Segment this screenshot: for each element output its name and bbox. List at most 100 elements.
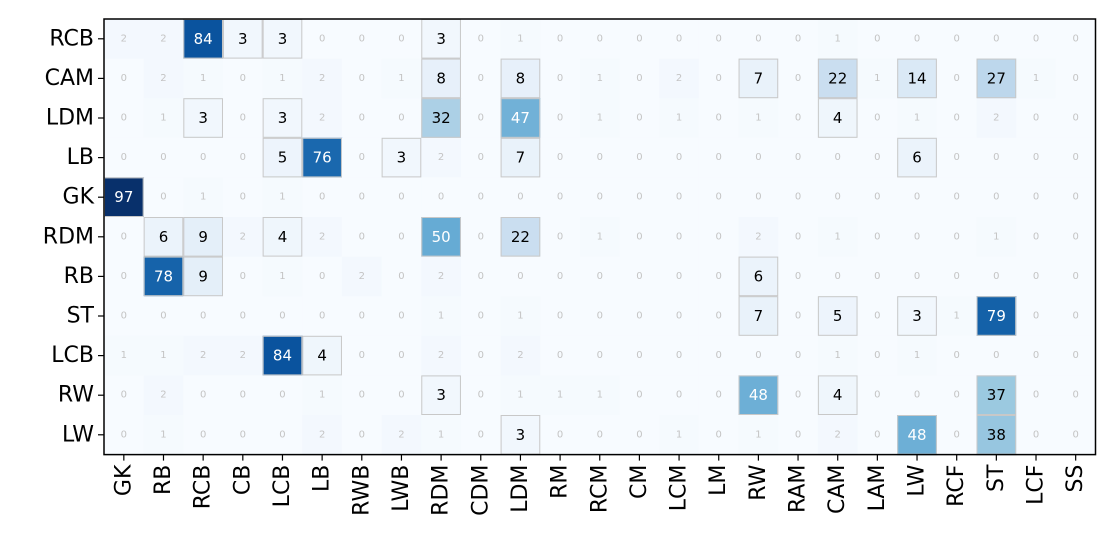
heatmap-cell (500, 98, 541, 139)
cell-value: 0 (716, 113, 722, 124)
cell-value: 0 (636, 231, 642, 242)
cell-value: 0 (478, 429, 484, 440)
highlight-box (143, 217, 184, 257)
heatmap-cell (976, 256, 1017, 297)
heatmap-cell (857, 177, 898, 218)
heatmap-cell (302, 296, 343, 337)
highlight-box (500, 98, 541, 138)
cell-value: 0 (954, 152, 960, 163)
cell-value: 1 (597, 231, 603, 242)
heatmap-cell (262, 98, 303, 139)
cell-value: 0 (398, 390, 404, 401)
heatmap-cell (540, 19, 581, 60)
cell-value: 0 (1072, 311, 1078, 322)
cell-value: 1 (517, 311, 523, 322)
highlight-box (302, 137, 342, 178)
x-tick-label: RAM (786, 465, 811, 513)
heatmap-cell (1016, 98, 1057, 139)
heatmap-cell (341, 256, 383, 297)
heatmap-cell (540, 137, 581, 178)
heatmap-cell (341, 19, 383, 60)
cell-value: 0 (716, 271, 722, 282)
heatmap-cell (183, 58, 224, 99)
x-tick-label: LCF (1024, 465, 1049, 505)
cell-value: 79 (987, 307, 1006, 325)
x-tick-label: RB (151, 465, 176, 495)
cell-value: 0 (716, 231, 722, 242)
heatmap-cell (619, 256, 660, 297)
cell-value: 0 (914, 33, 920, 44)
cell-value: 0 (993, 33, 999, 44)
heatmap-cell (698, 58, 740, 99)
cell-value: 0 (874, 113, 880, 124)
heatmap-cell (976, 177, 1017, 218)
cell-value: 0 (874, 231, 880, 242)
cell-value: 0 (914, 231, 920, 242)
cell-value: 0 (1033, 311, 1039, 322)
cell-value: 0 (795, 350, 801, 361)
heatmap-cell (183, 98, 224, 139)
heatmap-cell (1016, 137, 1057, 178)
cell-value: 0 (874, 152, 880, 163)
heatmap-cell (857, 415, 898, 456)
cell-value: 2 (240, 231, 246, 242)
heatmap-cell (460, 177, 502, 218)
highlight-box (738, 296, 779, 336)
cell-value: 1 (954, 311, 960, 322)
heatmap-cell (579, 415, 621, 456)
highlight-box (302, 335, 342, 376)
heatmap-cell (183, 415, 224, 456)
cell-value: 2 (160, 33, 166, 44)
cell-value: 1 (121, 350, 127, 361)
cell-value: 0 (954, 350, 960, 361)
heatmap-cell (1055, 137, 1097, 178)
highlight-box (262, 217, 303, 257)
cell-value: 0 (557, 152, 563, 163)
cell-value: 0 (636, 152, 642, 163)
heatmap-cells (104, 19, 1097, 456)
highlight-box (500, 137, 541, 178)
cell-value: 1 (160, 429, 166, 440)
cell-value: 0 (240, 271, 246, 282)
heatmap-cell (104, 58, 145, 99)
heatmap-cell (460, 58, 502, 99)
heatmap-cell (936, 415, 978, 456)
heatmap-cell (500, 217, 541, 258)
heatmap-cell (183, 217, 224, 258)
heatmap-cell (302, 98, 343, 139)
x-tick-label: GK (111, 464, 136, 496)
heatmap-cell (262, 177, 303, 218)
y-tick-label: CAM (45, 66, 94, 91)
cell-value: 0 (279, 390, 285, 401)
heatmap-cell (341, 177, 383, 218)
heatmap-cell (143, 256, 184, 297)
cell-value: 0 (398, 33, 404, 44)
cell-value: 0 (121, 390, 127, 401)
cell-value: 0 (716, 73, 722, 84)
cell-value: 0 (597, 311, 603, 322)
cell-value: 0 (914, 390, 920, 401)
heatmap-cell (222, 256, 264, 297)
heatmap-cell (659, 375, 700, 416)
cell-value: 1 (597, 390, 603, 401)
heatmap-cell (936, 217, 978, 258)
cell-value: 0 (636, 113, 642, 124)
heatmap-cell (183, 256, 224, 297)
cell-value: 0 (1033, 350, 1039, 361)
heatmap-cell (1016, 415, 1057, 456)
cell-value: 48 (907, 426, 926, 444)
y-tick-label: LDM (46, 106, 94, 131)
cell-value: 1 (1033, 73, 1039, 84)
cell-value: 22 (828, 69, 847, 87)
cell-value: 0 (359, 350, 365, 361)
cell-value: 9 (198, 267, 208, 285)
cell-value: 0 (835, 192, 841, 203)
cell-value: 0 (716, 390, 722, 401)
heatmap-cell (659, 98, 700, 139)
cell-value: 38 (987, 426, 1006, 444)
cell-value: 0 (1033, 429, 1039, 440)
x-tick-label: LCM (667, 465, 692, 512)
cell-value: 0 (1072, 73, 1078, 84)
cell-value: 0 (240, 429, 246, 440)
cell-value: 3 (436, 30, 446, 48)
